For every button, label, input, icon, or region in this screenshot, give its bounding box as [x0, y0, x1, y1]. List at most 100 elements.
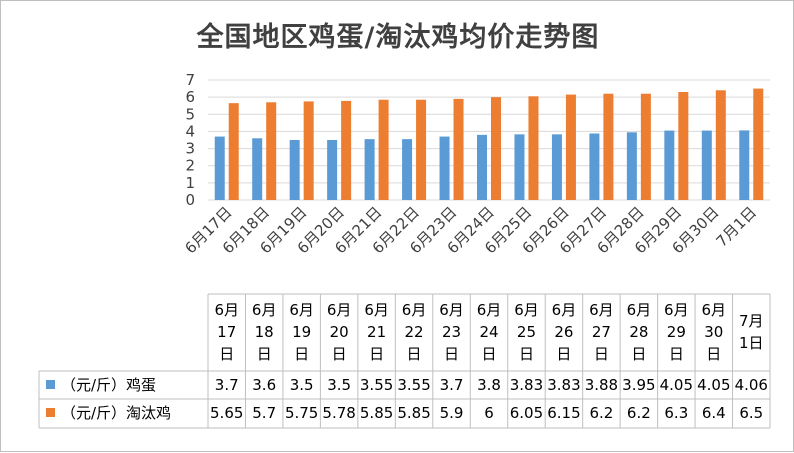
table-value-cell: 5.85: [397, 404, 430, 422]
table-value-cell: 6.05: [510, 404, 543, 422]
table-value-cell: 3.5: [327, 376, 351, 394]
table-header-cell: 6月: [252, 301, 277, 319]
table-value-cell: 4.05: [660, 376, 693, 394]
table-value-cell: 3.88: [585, 376, 618, 394]
table-header-cell: 23: [442, 323, 461, 341]
table-value-cell: 6.2: [589, 404, 613, 422]
table-header-cell: 日: [669, 345, 684, 363]
table-value-cell: 6.2: [627, 404, 651, 422]
table-value-cell: 5.78: [322, 404, 355, 422]
bar-hen-12: [640, 93, 651, 200]
bar-egg-5: [364, 139, 375, 200]
table-header-cell: 6月: [214, 301, 239, 319]
bar-egg-12: [626, 132, 637, 200]
bar-hen-7: [453, 98, 464, 200]
bar-hen-10: [565, 94, 576, 200]
table-header-cell: 24: [479, 323, 498, 341]
table-header-cell: 19: [292, 323, 311, 341]
table-header-cell: 22: [405, 323, 424, 341]
bar-egg-9: [514, 134, 525, 200]
bar-hen-3: [303, 101, 314, 200]
table-header-cell: 1日: [739, 334, 764, 352]
table-header-cell: 28: [629, 323, 648, 341]
table-value-cell: 3.5: [290, 376, 314, 394]
table-value-cell: 3.7: [440, 376, 464, 394]
table-value-cell: 4.06: [735, 376, 768, 394]
bar-hen-15: [753, 88, 764, 200]
y-tick-label: 2: [185, 157, 195, 175]
table-value-cell: 3.7: [215, 376, 239, 394]
bar-egg-8: [477, 134, 487, 200]
table-header-cell: 6月: [589, 301, 614, 319]
bar-hen-2: [266, 102, 277, 200]
y-tick-label: 0: [185, 191, 195, 209]
bar-hen-5: [378, 99, 389, 200]
bar-egg-15: [739, 130, 750, 200]
legend-swatch-egg: [46, 380, 55, 389]
table-header-cell: 日: [219, 345, 234, 363]
bar-hen-8: [491, 97, 501, 200]
bar-hen-14: [715, 90, 726, 200]
table-header-cell: 26: [554, 323, 573, 341]
table-header-cell: 6月: [627, 301, 652, 319]
table-header-cell: 6月: [364, 301, 389, 319]
table-header-cell: 25: [517, 323, 536, 341]
table-header-cell: 29: [667, 323, 686, 341]
bar-egg-10: [551, 134, 562, 200]
table-header-cell: 6月: [439, 301, 464, 319]
table-header-cell: 日: [481, 345, 496, 363]
table-value-cell: 5.75: [285, 404, 318, 422]
table-value-cell: 3.8: [477, 376, 501, 394]
table-value-cell: 3.55: [360, 376, 393, 394]
table-header-cell: 6月: [702, 301, 727, 319]
bar-hen-6: [416, 99, 427, 200]
table-header-cell: 日: [407, 345, 422, 363]
bar-egg-6: [402, 139, 413, 200]
bar-egg-11: [589, 133, 600, 200]
table-header-cell: 日: [257, 345, 272, 363]
table-value-cell: 6.4: [702, 404, 726, 422]
table-value-cell: 6.5: [739, 404, 763, 422]
table-value-cell: 6.3: [664, 404, 688, 422]
table-header-cell: 7月: [739, 312, 764, 330]
table-header-cell: 17: [217, 323, 236, 341]
table-value-cell: 3.55: [397, 376, 430, 394]
legend-label-egg: （元/斤）鸡蛋: [61, 376, 156, 394]
legend-swatch-hen: [46, 408, 55, 417]
table-header-cell: 日: [332, 345, 347, 363]
table-value-cell: 3.83: [547, 376, 580, 394]
bar-egg-1: [214, 136, 225, 200]
y-tick-label: 3: [185, 140, 195, 158]
table-value-cell: 6.15: [547, 404, 580, 422]
x-tick-label: 7月1日: [713, 203, 760, 250]
table-header-cell: 6月: [514, 301, 539, 319]
table-value-cell: 5.65: [210, 404, 243, 422]
table-value-cell: 6: [484, 404, 494, 422]
legend-label-hen: （元/斤）淘汰鸡: [61, 404, 171, 422]
bar-hen-9: [528, 96, 539, 200]
table-header-cell: 20: [330, 323, 349, 341]
table-header-cell: 日: [444, 345, 459, 363]
bar-hen-4: [341, 100, 352, 200]
y-tick-label: 7: [185, 71, 195, 89]
table-header-cell: 日: [369, 345, 384, 363]
table-header-cell: 21: [367, 323, 386, 341]
table-header-cell: 6月: [327, 301, 352, 319]
table-header-cell: 30: [704, 323, 723, 341]
y-tick-label: 5: [185, 105, 195, 123]
table-header-cell: 6月: [289, 301, 314, 319]
bar-egg-7: [439, 136, 450, 200]
table-header-cell: 日: [594, 345, 609, 363]
table-value-cell: 3.6: [252, 376, 276, 394]
table-header-cell: 6月: [477, 301, 502, 319]
table-header-cell: 6月: [664, 301, 689, 319]
bar-egg-3: [289, 140, 300, 200]
bar-hen-13: [678, 92, 689, 200]
table-header-cell: 日: [294, 345, 309, 363]
y-tick-label: 6: [185, 88, 195, 106]
bar-hen-1: [228, 103, 239, 200]
table-header-cell: 日: [706, 345, 721, 363]
table-header-cell: 日: [631, 345, 646, 363]
